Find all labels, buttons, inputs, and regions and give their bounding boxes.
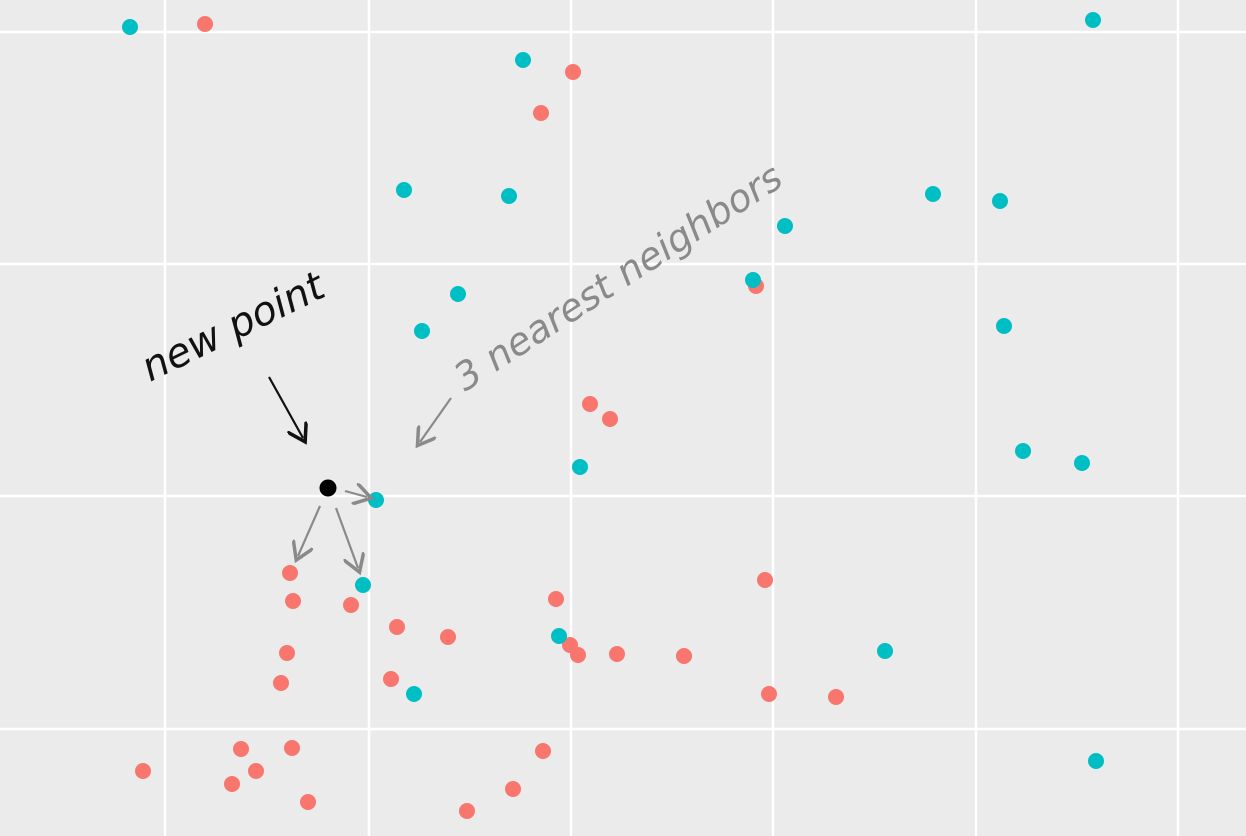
point-series0-1 (565, 64, 581, 80)
point-series0-0 (197, 16, 213, 32)
point-series0-15 (383, 671, 399, 687)
point-series0-7 (285, 593, 301, 609)
point-series0-12 (757, 572, 773, 588)
point-series0-14 (273, 675, 289, 691)
point-series0-11 (548, 591, 564, 607)
point-series0-28 (535, 743, 551, 759)
point-series1-7 (777, 218, 793, 234)
point-series1-4 (501, 188, 517, 204)
point-series1-0 (122, 19, 138, 35)
point-series1-15 (368, 492, 384, 508)
neighbor-arrow-right (344, 491, 367, 497)
point-series0-29 (505, 781, 521, 797)
point-series0-5 (602, 411, 618, 427)
point-series0-23 (233, 741, 249, 757)
point-series1-6 (992, 193, 1008, 209)
neighbor-arrow-down-right (334, 507, 358, 568)
point-series1-11 (996, 318, 1012, 334)
point-series0-8 (343, 597, 359, 613)
point-series1-2 (1085, 12, 1101, 28)
point-series0-18 (609, 646, 625, 662)
point-series1-16 (355, 577, 371, 593)
point-series1-3 (396, 182, 412, 198)
point-series0-6 (282, 565, 298, 581)
point-series0-22 (135, 763, 151, 779)
point-series0-17 (570, 647, 586, 663)
point-series0-26 (224, 776, 240, 792)
new-point-arrow (268, 376, 303, 438)
neighbors-arrow (420, 397, 452, 442)
neighbor-arrow-down-left (298, 505, 322, 556)
point-series1-8 (745, 272, 761, 288)
point-series1-17 (551, 628, 567, 644)
point-series0-13 (279, 645, 295, 661)
point-series1-10 (414, 323, 430, 339)
point-series1-18 (877, 643, 893, 659)
point-series1-19 (406, 686, 422, 702)
point-series0-21 (828, 689, 844, 705)
point-series0-25 (248, 763, 264, 779)
point-series1-13 (1015, 443, 1031, 459)
point-series0-10 (440, 629, 456, 645)
point-series1-20 (1088, 753, 1104, 769)
point-series0-4 (582, 396, 598, 412)
point-series0-19 (676, 648, 692, 664)
new-point (319, 479, 337, 497)
point-series1-1 (515, 52, 531, 68)
point-series1-9 (450, 286, 466, 302)
point-series0-30 (459, 803, 475, 819)
data-points (122, 12, 1104, 819)
point-series1-12 (572, 459, 588, 475)
point-series0-9 (389, 619, 405, 635)
point-series1-14 (1074, 455, 1090, 471)
point-series0-20 (761, 686, 777, 702)
point-series0-24 (284, 740, 300, 756)
point-series0-2 (533, 105, 549, 121)
point-series0-27 (300, 794, 316, 810)
point-series1-5 (925, 186, 941, 202)
